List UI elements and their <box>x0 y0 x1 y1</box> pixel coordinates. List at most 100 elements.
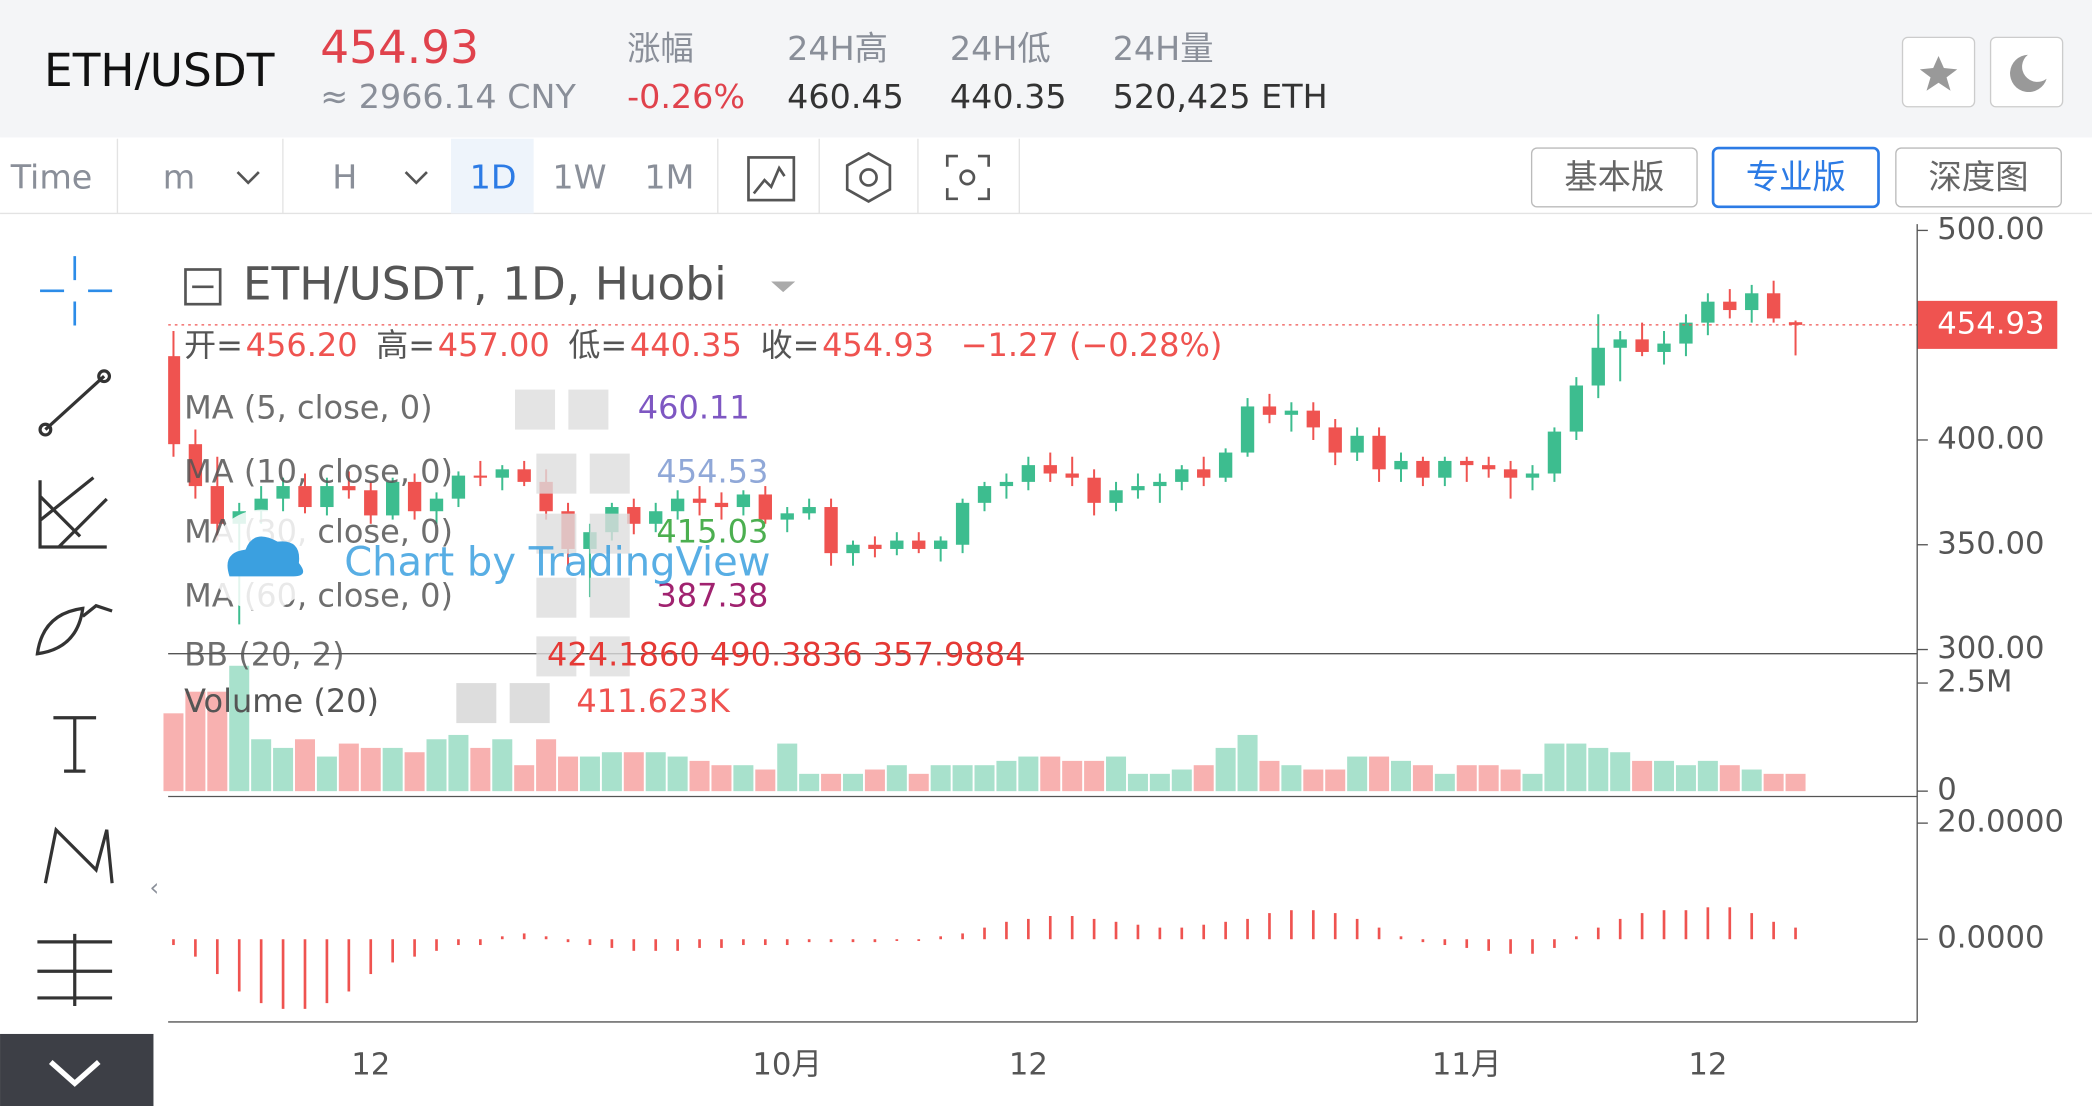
time-button[interactable]: Time <box>10 157 93 196</box>
measure-tool[interactable] <box>37 933 113 1006</box>
indicator-name: MA (10, close, 0) <box>184 453 453 491</box>
candle-body <box>802 507 816 514</box>
volume-bar <box>755 769 776 792</box>
settings-button[interactable] <box>536 513 577 554</box>
volume-bar <box>273 747 294 792</box>
active-interval-bg <box>450 138 534 214</box>
remove-button[interactable] <box>568 389 609 430</box>
volume-bar <box>338 743 359 792</box>
y-tick-label: 0.0000 <box>1937 921 2044 956</box>
line-tool[interactable] <box>44 375 106 431</box>
last-price-label: 454.93 <box>1937 306 2044 341</box>
interval-button[interactable]: 1D <box>470 157 517 196</box>
remove-button[interactable] <box>589 453 630 494</box>
ohlc-value: 457.00 <box>438 326 550 364</box>
volume-bar <box>908 773 929 792</box>
volume-bar <box>1193 765 1214 792</box>
version-button[interactable] <box>1711 146 1880 209</box>
brush-tool[interactable] <box>35 603 113 656</box>
volume-bar <box>1237 734 1258 792</box>
ohlc-value: 440.35 <box>630 326 742 364</box>
settings-button[interactable] <box>536 636 577 677</box>
candle-body <box>1284 410 1299 415</box>
volume-bar <box>185 691 206 792</box>
settings-button[interactable] <box>515 389 556 430</box>
candle-body <box>276 486 290 499</box>
candle-body <box>1394 460 1408 470</box>
candle-body <box>714 502 729 508</box>
candle-body <box>1525 473 1540 478</box>
settings-button[interactable] <box>456 683 497 724</box>
chevron <box>404 171 428 185</box>
text-tool[interactable] <box>53 716 97 773</box>
candle-body <box>429 498 444 512</box>
interval-button[interactable]: 1W <box>552 157 606 196</box>
volume-bar <box>1785 773 1806 792</box>
theme-button[interactable] <box>1989 36 2064 108</box>
remove-button[interactable] <box>589 636 630 677</box>
volume-bar <box>667 756 688 792</box>
y-tick-label: 2.5M <box>1937 665 2012 700</box>
collapse-arrow[interactable]: ‹ <box>149 874 159 902</box>
settings-glyph <box>859 168 878 187</box>
settings-icon[interactable] <box>845 151 892 203</box>
watermark: Chart by TradingView <box>344 539 770 585</box>
volume-bar <box>316 756 337 792</box>
volume-bar <box>864 769 885 792</box>
candle-body <box>188 444 203 487</box>
settings-button[interactable] <box>536 577 577 618</box>
fib-tool[interactable] <box>38 476 108 549</box>
candle-body <box>1766 293 1781 319</box>
volume-bar <box>536 739 557 792</box>
remove-button[interactable] <box>589 513 630 554</box>
sidebar-footer[interactable] <box>0 1033 154 1106</box>
candle-body <box>1087 477 1101 503</box>
volume-bar <box>1763 773 1784 792</box>
volume-bar <box>1544 743 1565 792</box>
crosshair-tool[interactable] <box>40 256 113 326</box>
hour-button[interactable]: H <box>332 157 357 196</box>
version-button[interactable] <box>1530 147 1698 208</box>
volume-bar <box>207 691 228 792</box>
x-tick-label: 12 <box>351 1047 390 1082</box>
change-value: −1.27 (−0.28%) <box>961 326 1223 364</box>
pattern-tool[interactable] <box>43 826 114 884</box>
interval-button[interactable]: 1M <box>644 157 694 196</box>
candle-body <box>517 469 531 482</box>
remove-button[interactable] <box>589 577 630 618</box>
fullscreen-icon[interactable] <box>945 154 990 201</box>
y-tick-label: 20.0000 <box>1937 805 2064 840</box>
candle-body <box>1481 465 1496 470</box>
indicator-value: 424.1860 490.3836 357.9884 <box>547 635 1025 673</box>
candle-body <box>1350 435 1364 453</box>
watermark-cloud <box>227 536 304 577</box>
intervals: 1D 1W 1M <box>470 157 695 196</box>
candle-body <box>1723 301 1737 311</box>
stat-label: 涨幅 <box>627 29 694 68</box>
volume-bar <box>1719 765 1740 792</box>
candle-body <box>407 481 422 512</box>
stat-value: 440.35 <box>950 77 1067 116</box>
candle-body <box>824 507 838 554</box>
collapse-box[interactable] <box>184 268 222 306</box>
version-label: 深度图 <box>1929 157 2029 196</box>
volume-bar <box>1149 773 1170 792</box>
candle-body <box>1218 452 1233 478</box>
version-button[interactable] <box>1895 147 2062 208</box>
volume-bar <box>382 747 403 792</box>
settings-button[interactable] <box>536 453 577 494</box>
volume-bar <box>558 756 579 792</box>
candle-body <box>977 486 992 503</box>
candle-body <box>1240 406 1255 453</box>
remove-button[interactable] <box>509 683 550 724</box>
candle-body <box>1328 427 1342 453</box>
volume-name: Volume (20) <box>184 682 379 720</box>
candle-body <box>1745 293 1759 311</box>
candle-body <box>1175 469 1189 482</box>
minute-button[interactable]: m <box>163 157 195 196</box>
volume-bar <box>1456 765 1477 792</box>
chart-type-icon[interactable] <box>747 156 796 202</box>
candle-body <box>1416 460 1430 478</box>
candle-body <box>1788 322 1803 325</box>
volume-bar <box>360 747 381 792</box>
